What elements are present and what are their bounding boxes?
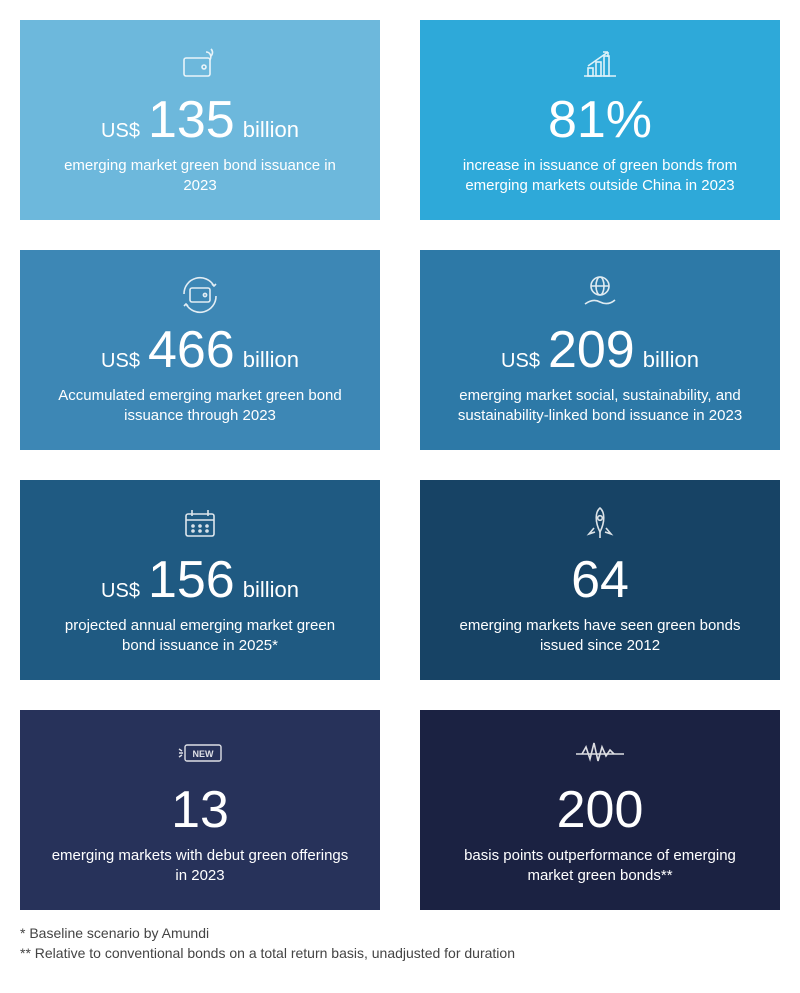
stat-value-line: US$ 156 billion	[101, 554, 299, 606]
footnotes: * Baseline scenario by Amundi ** Relativ…	[20, 924, 780, 963]
stat-card-6: NEW 13 emerging markets with debut green…	[20, 710, 380, 910]
stat-description: emerging market social, sustainability, …	[450, 386, 750, 427]
stat-value: 135	[148, 94, 235, 146]
stat-value: 81%	[548, 94, 652, 146]
stat-card-3: US$ 209 billion emerging market social, …	[420, 250, 780, 450]
stat-description: increase in issuance of green bonds from…	[450, 156, 750, 197]
stat-value: 64	[571, 554, 629, 606]
stat-description: basis points outperformance of emerging …	[450, 846, 750, 887]
stat-card-1: 81% increase in issuance of green bonds …	[420, 20, 780, 220]
stat-prefix: US$	[101, 120, 140, 143]
stat-card-4: US$ 156 billion projected annual emergin…	[20, 480, 380, 680]
stat-value: 209	[548, 324, 635, 376]
stat-value-line: 64	[571, 554, 629, 606]
stat-prefix: US$	[101, 350, 140, 373]
stat-suffix: billion	[243, 117, 299, 143]
stat-card-2: US$ 466 billion Accumulated emerging mar…	[20, 250, 380, 450]
globe-hand-icon	[577, 274, 623, 314]
stat-value-line: US$ 466 billion	[101, 324, 299, 376]
stat-value-line: 13	[171, 784, 229, 836]
stat-value-line: 81%	[548, 94, 652, 146]
stat-value: 13	[171, 784, 229, 836]
stat-suffix: billion	[243, 347, 299, 373]
stat-description: emerging markets have seen green bonds i…	[450, 616, 750, 657]
stat-description: emerging market green bond issuance in 2…	[50, 156, 350, 197]
footnote-1: * Baseline scenario by Amundi	[20, 924, 780, 944]
stat-value: 156	[148, 554, 235, 606]
stat-value-line: US$ 209 billion	[501, 324, 699, 376]
stat-suffix: billion	[243, 577, 299, 603]
rocket-icon	[582, 504, 618, 544]
pulse-icon	[574, 734, 626, 774]
stat-description: projected annual emerging market green b…	[50, 616, 350, 657]
wallet-leaf-icon	[178, 44, 222, 84]
stat-value-line: 200	[557, 784, 644, 836]
stat-description: emerging markets with debut green offeri…	[50, 846, 350, 887]
new-badge-icon: NEW	[170, 734, 230, 774]
svg-text:NEW: NEW	[193, 749, 215, 759]
stat-card-0: US$ 135 billion emerging market green bo…	[20, 20, 380, 220]
stat-card-7: 200 basis points outperformance of emerg…	[420, 710, 780, 910]
stat-value: 200	[557, 784, 644, 836]
stat-suffix: billion	[643, 347, 699, 373]
stat-prefix: US$	[501, 350, 540, 373]
stat-value-line: US$ 135 billion	[101, 94, 299, 146]
stat-card-5: 64 emerging markets have seen green bond…	[420, 480, 780, 680]
wallet-cycle-icon	[176, 274, 224, 314]
bar-growth-icon	[578, 44, 622, 84]
footnote-2: ** Relative to conventional bonds on a t…	[20, 944, 780, 964]
stat-value: 466	[148, 324, 235, 376]
stat-prefix: US$	[101, 580, 140, 603]
stat-description: Accumulated emerging market green bond i…	[50, 386, 350, 427]
calendar-icon	[180, 504, 220, 544]
infographic-grid: US$ 135 billion emerging market green bo…	[20, 20, 780, 910]
